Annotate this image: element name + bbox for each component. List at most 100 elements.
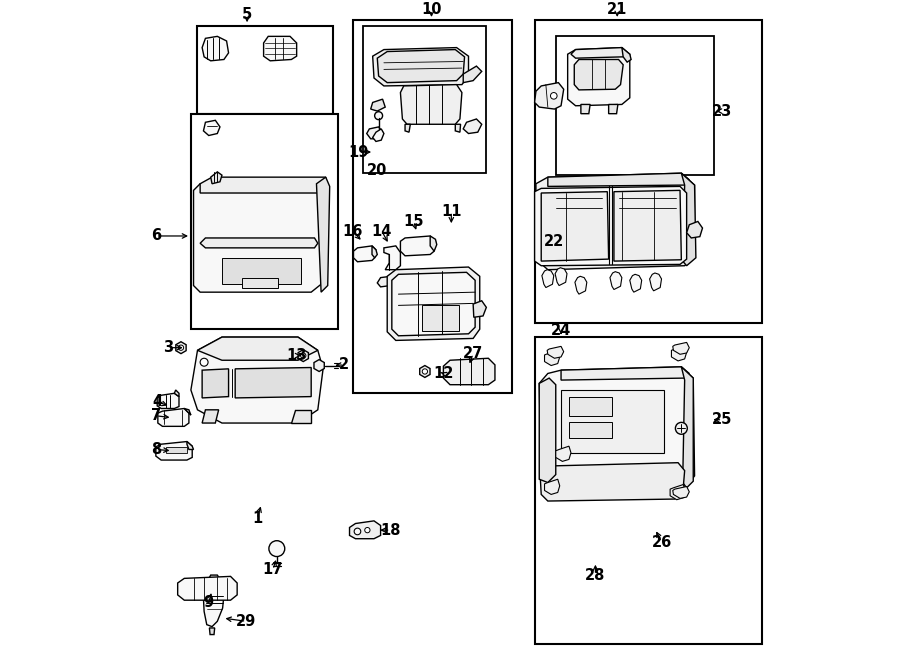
Polygon shape xyxy=(555,268,567,286)
Circle shape xyxy=(355,528,361,535)
Polygon shape xyxy=(571,48,627,58)
Polygon shape xyxy=(184,408,191,415)
Polygon shape xyxy=(176,342,186,354)
Text: 10: 10 xyxy=(421,3,442,17)
Polygon shape xyxy=(536,173,695,270)
Polygon shape xyxy=(630,274,642,292)
Polygon shape xyxy=(575,276,587,294)
Polygon shape xyxy=(203,575,224,627)
Polygon shape xyxy=(610,272,622,290)
Polygon shape xyxy=(556,446,571,461)
Bar xyxy=(166,447,187,453)
Polygon shape xyxy=(314,360,324,371)
Circle shape xyxy=(675,422,688,434)
Text: 20: 20 xyxy=(367,163,388,178)
Polygon shape xyxy=(377,276,394,287)
Text: 21: 21 xyxy=(607,3,627,17)
Polygon shape xyxy=(464,119,482,134)
Bar xyxy=(422,305,459,330)
Polygon shape xyxy=(387,267,480,340)
Polygon shape xyxy=(547,346,563,358)
Polygon shape xyxy=(430,236,436,251)
Polygon shape xyxy=(200,177,326,193)
Polygon shape xyxy=(671,346,687,361)
Polygon shape xyxy=(580,104,590,114)
Polygon shape xyxy=(455,124,461,132)
Circle shape xyxy=(551,93,557,99)
Polygon shape xyxy=(473,301,486,317)
Polygon shape xyxy=(392,272,475,336)
Polygon shape xyxy=(197,337,318,360)
Polygon shape xyxy=(202,369,229,398)
Polygon shape xyxy=(464,66,482,83)
Circle shape xyxy=(374,112,382,120)
Polygon shape xyxy=(372,246,377,258)
Text: 3: 3 xyxy=(163,340,173,355)
Text: 5: 5 xyxy=(242,7,252,22)
Text: 12: 12 xyxy=(433,366,454,381)
Bar xyxy=(556,36,715,175)
Polygon shape xyxy=(158,408,189,426)
Polygon shape xyxy=(444,358,495,385)
Polygon shape xyxy=(673,486,689,498)
Bar xyxy=(535,337,762,644)
Circle shape xyxy=(269,541,284,557)
Circle shape xyxy=(422,369,427,374)
Text: 27: 27 xyxy=(463,346,483,361)
Polygon shape xyxy=(541,192,608,261)
Polygon shape xyxy=(317,177,329,292)
Polygon shape xyxy=(673,342,689,354)
Circle shape xyxy=(200,358,208,366)
Text: 14: 14 xyxy=(372,224,392,239)
Text: 24: 24 xyxy=(551,323,572,338)
Polygon shape xyxy=(540,463,685,501)
Polygon shape xyxy=(194,184,323,292)
Polygon shape xyxy=(681,367,693,488)
Polygon shape xyxy=(377,50,464,83)
Polygon shape xyxy=(202,410,219,423)
Polygon shape xyxy=(210,628,215,635)
Polygon shape xyxy=(539,367,695,499)
Polygon shape xyxy=(419,366,430,377)
Polygon shape xyxy=(203,120,220,136)
Polygon shape xyxy=(373,129,384,141)
Bar xyxy=(191,114,338,329)
Bar xyxy=(561,390,663,453)
Text: 25: 25 xyxy=(712,412,733,427)
Polygon shape xyxy=(548,173,689,186)
Polygon shape xyxy=(608,104,618,114)
Polygon shape xyxy=(574,59,623,90)
Text: 11: 11 xyxy=(441,204,462,219)
Polygon shape xyxy=(544,350,560,366)
Polygon shape xyxy=(366,127,382,139)
Circle shape xyxy=(301,353,306,358)
Circle shape xyxy=(178,345,184,350)
Polygon shape xyxy=(400,236,436,256)
Polygon shape xyxy=(158,393,179,408)
Bar xyxy=(222,258,302,284)
Bar xyxy=(353,20,512,393)
Polygon shape xyxy=(614,190,681,261)
Polygon shape xyxy=(535,186,687,266)
Text: 2: 2 xyxy=(339,358,349,372)
Polygon shape xyxy=(354,246,376,262)
Text: 9: 9 xyxy=(203,596,214,610)
Polygon shape xyxy=(400,85,462,124)
Polygon shape xyxy=(670,485,685,500)
Polygon shape xyxy=(561,367,689,380)
Text: 16: 16 xyxy=(343,224,363,239)
Circle shape xyxy=(364,527,370,533)
Text: 4: 4 xyxy=(153,395,163,409)
Polygon shape xyxy=(681,173,696,266)
Polygon shape xyxy=(539,378,556,483)
Polygon shape xyxy=(298,350,309,362)
Text: 26: 26 xyxy=(652,535,671,549)
Polygon shape xyxy=(535,83,563,109)
Text: 7: 7 xyxy=(151,408,161,423)
Polygon shape xyxy=(177,576,238,600)
Text: 18: 18 xyxy=(381,523,400,537)
Text: 28: 28 xyxy=(585,568,606,582)
Bar xyxy=(197,26,333,114)
Text: 1: 1 xyxy=(252,512,262,526)
Polygon shape xyxy=(687,221,703,238)
